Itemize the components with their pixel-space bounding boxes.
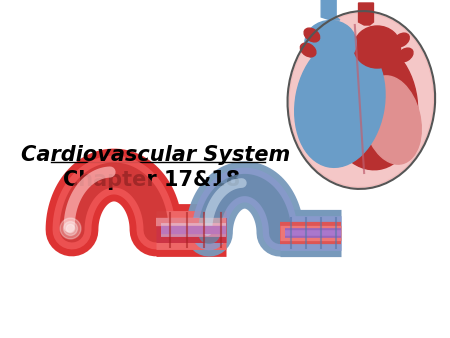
Ellipse shape [305, 21, 356, 66]
Ellipse shape [354, 26, 400, 68]
Ellipse shape [397, 48, 413, 62]
Polygon shape [359, 3, 374, 25]
Polygon shape [321, 0, 340, 20]
Ellipse shape [300, 43, 316, 57]
Ellipse shape [289, 13, 434, 188]
Ellipse shape [295, 39, 385, 167]
Ellipse shape [324, 40, 418, 170]
Ellipse shape [363, 76, 421, 164]
Text: Chapter 17&18: Chapter 17&18 [63, 170, 240, 190]
Ellipse shape [304, 28, 320, 42]
Ellipse shape [394, 33, 409, 47]
Text: Cardiovascular System: Cardiovascular System [22, 145, 291, 165]
